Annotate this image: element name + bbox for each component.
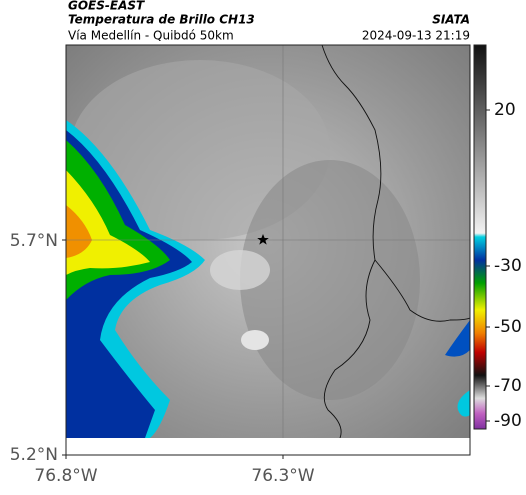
colorbar-tick: 20: [494, 100, 516, 120]
source-label: SIATA: [432, 13, 470, 27]
colorbar-tick: -70: [494, 376, 522, 396]
title: Temperatura de Brillo CH13: [68, 13, 255, 27]
datetime: 2024-09-13 21:19: [362, 29, 470, 43]
satellite-image: [66, 45, 470, 438]
subtitle: Vía Medellín - Quibdó 50km: [68, 29, 234, 43]
colorbar: [473, 44, 487, 430]
colorbar-tick: -90: [494, 411, 522, 431]
lon-label: 76.3°W: [251, 466, 314, 486]
colorbar-tick: -50: [494, 317, 522, 337]
lon-label: 76.8°W: [34, 466, 97, 486]
satellite-label: GOES-EAST: [68, 0, 145, 13]
lat-label: 5.2°N: [10, 445, 58, 465]
plot-frame: [65, 44, 471, 456]
lat-label: 5.7°N: [10, 231, 58, 251]
colorbar-tick: -30: [494, 256, 522, 276]
